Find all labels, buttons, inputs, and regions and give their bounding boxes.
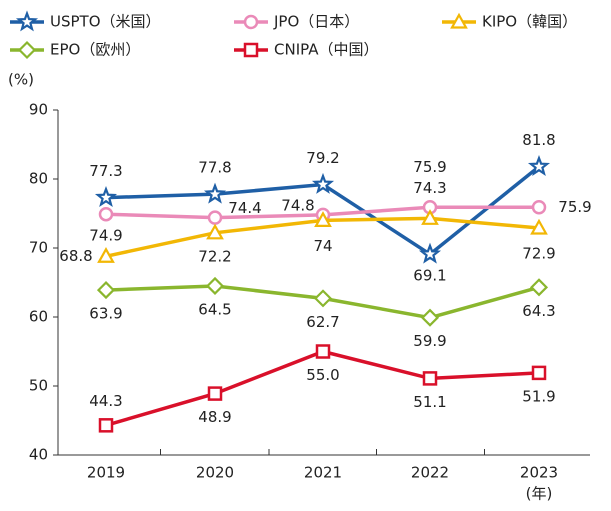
legend-label: USPTO（米国） bbox=[50, 13, 161, 31]
y-tick-label: 80 bbox=[29, 170, 48, 188]
x-tick-label: 2023 bbox=[520, 464, 558, 482]
x-tick-label: 2022 bbox=[411, 464, 449, 482]
legend-marker bbox=[17, 40, 37, 60]
marker bbox=[207, 210, 223, 225]
marker bbox=[531, 365, 547, 381]
data-label: 48.9 bbox=[198, 408, 231, 426]
legend-label: KIPO（韓国） bbox=[482, 13, 577, 31]
data-label: 72.9 bbox=[522, 244, 555, 262]
marker bbox=[418, 242, 442, 264]
marker bbox=[313, 289, 333, 308]
data-label: 75.9 bbox=[413, 158, 446, 176]
legend-marker bbox=[450, 12, 468, 29]
x-tick-label: 2019 bbox=[87, 464, 125, 482]
data-label: 68.8 bbox=[59, 247, 92, 265]
marker bbox=[207, 386, 223, 401]
y-tick-label: 60 bbox=[29, 308, 48, 326]
marker bbox=[94, 186, 118, 208]
data-label: 59.9 bbox=[413, 332, 446, 350]
marker bbox=[529, 278, 549, 297]
y-axis-label: (%) bbox=[8, 71, 34, 89]
marker bbox=[98, 418, 114, 433]
data-label: 75.9 bbox=[558, 198, 591, 216]
marker bbox=[420, 308, 440, 327]
data-label: 79.2 bbox=[306, 149, 339, 167]
marker bbox=[421, 209, 439, 225]
marker bbox=[530, 218, 548, 235]
marker bbox=[527, 154, 551, 176]
marker bbox=[315, 344, 331, 359]
marker bbox=[422, 371, 438, 386]
series-line bbox=[105, 349, 540, 428]
marker bbox=[206, 223, 224, 240]
marker bbox=[97, 247, 115, 263]
data-label: 74.9 bbox=[89, 227, 122, 245]
data-label: 69.1 bbox=[413, 267, 446, 285]
marker bbox=[98, 206, 114, 222]
data-label: 74.3 bbox=[413, 179, 446, 197]
legend-marker bbox=[15, 10, 39, 32]
data-label: 55.0 bbox=[306, 366, 339, 384]
y-tick-label: 70 bbox=[29, 239, 48, 257]
data-label: 51.9 bbox=[522, 387, 555, 405]
marker bbox=[96, 281, 116, 300]
data-label: 81.8 bbox=[522, 131, 555, 149]
legend-marker bbox=[243, 14, 259, 30]
data-label: 72.2 bbox=[198, 247, 231, 265]
data-label: 62.7 bbox=[306, 313, 339, 331]
data-label: 64.3 bbox=[522, 302, 555, 320]
marker bbox=[311, 172, 335, 194]
marker bbox=[531, 200, 547, 215]
data-label: 51.1 bbox=[413, 393, 446, 411]
marker bbox=[205, 276, 225, 296]
data-label: 74.8 bbox=[281, 196, 314, 214]
data-label: 77.8 bbox=[198, 159, 231, 177]
legend-label: JPO（日本） bbox=[273, 13, 359, 31]
y-tick-label: 90 bbox=[29, 101, 48, 119]
x-axis-label: (年) bbox=[526, 485, 553, 503]
data-label: 64.5 bbox=[198, 300, 231, 318]
data-label: 77.3 bbox=[89, 162, 122, 180]
marker bbox=[203, 182, 227, 204]
x-tick-label: 2021 bbox=[304, 464, 342, 482]
y-tick-label: 40 bbox=[29, 446, 48, 464]
legend-label: EPO（欧州） bbox=[50, 41, 140, 59]
data-label: 74 bbox=[313, 237, 332, 255]
legend-marker bbox=[243, 42, 259, 58]
marker bbox=[314, 211, 332, 227]
data-label: 74.4 bbox=[228, 199, 261, 217]
data-label: 63.9 bbox=[89, 305, 122, 323]
data-label: 44.3 bbox=[89, 392, 122, 410]
legend-label: CNIPA（中国） bbox=[274, 41, 378, 59]
y-tick-label: 50 bbox=[29, 377, 48, 395]
x-tick-label: 2020 bbox=[196, 464, 234, 482]
